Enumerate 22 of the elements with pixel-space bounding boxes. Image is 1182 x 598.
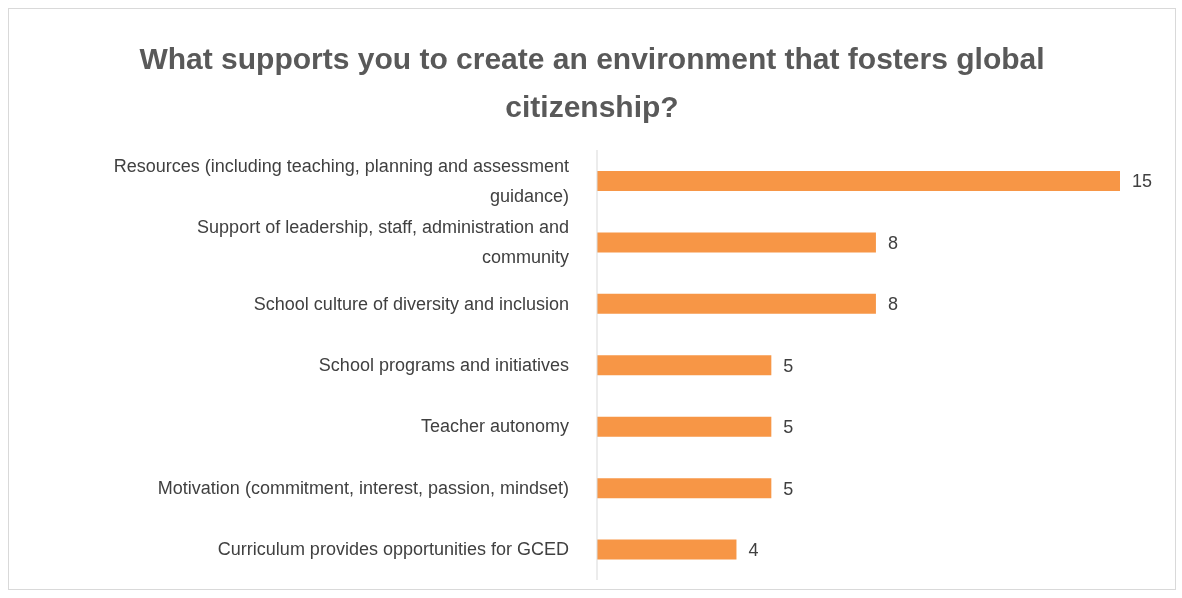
y-tick-label: Curriculum provides opportunities for GCED [217, 539, 569, 560]
y-tick-label: Support of leadership, staff, administration and community [197, 217, 569, 268]
chart-title: What supports you to create an environment that fosters global citizenship? [138, 41, 1046, 125]
data-label: 4 [748, 539, 759, 560]
data-label: 5 [783, 355, 794, 376]
data-label: 8 [887, 232, 898, 253]
data-label: 15 [1132, 171, 1153, 192]
bar [597, 232, 876, 253]
bar [597, 293, 876, 314]
bar [597, 171, 1120, 191]
y-tick-label: Teacher autonomy [420, 416, 569, 437]
data-label: 5 [783, 417, 794, 438]
data-label: 5 [783, 478, 794, 499]
bar [597, 539, 737, 560]
y-tick-label: School programs and initiatives [318, 355, 569, 375]
y-tick-label: Motivation (commitment, interest, passion, mindset) [157, 477, 569, 498]
bar [597, 355, 772, 376]
bar [597, 416, 772, 437]
y-tick-label: School culture of diversity and inclusion [253, 293, 569, 314]
data-label: 8 [887, 294, 898, 315]
bar [597, 478, 772, 499]
y-tick-label: Resources (including teaching, planning and assessment guidance) [113, 155, 569, 206]
